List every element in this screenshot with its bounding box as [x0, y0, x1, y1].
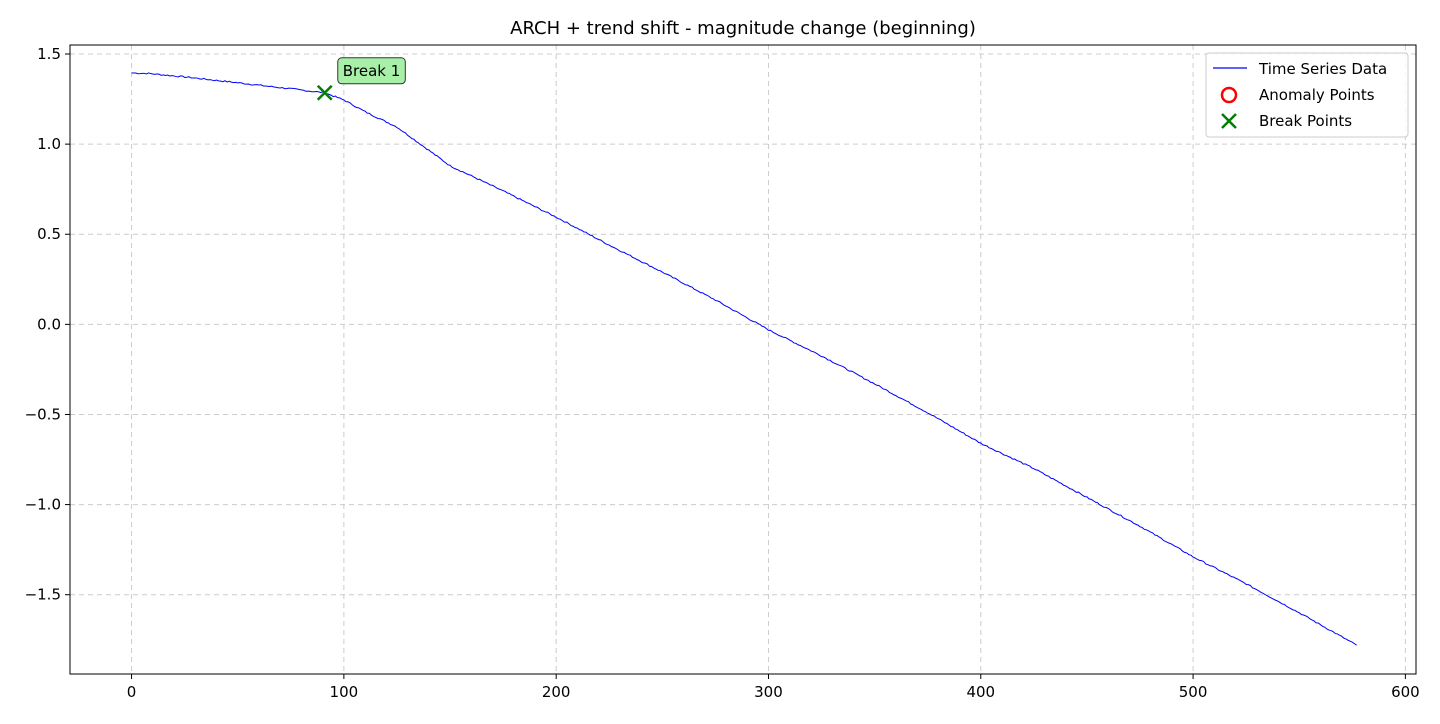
x-tick-label: 200 — [542, 683, 571, 701]
x-tick-label: 0 — [127, 683, 137, 701]
break-annotation-label: Break 1 — [343, 62, 401, 80]
chart-title: ARCH + trend shift - magnitude change (b… — [510, 18, 976, 39]
legend-swatch-anomaly — [1220, 86, 1238, 104]
x-tick-label: 500 — [1179, 683, 1208, 701]
y-tick-label: 0.0 — [37, 315, 61, 333]
annotation-layer: Break 1 — [337, 57, 406, 85]
legend-box — [1205, 52, 1409, 138]
grid-lines — [70, 45, 1416, 674]
y-tick-label: −0.5 — [25, 405, 61, 423]
legend: Time Series Data Anomaly Points Break Po… — [1205, 52, 1409, 138]
x-tick-label: 100 — [330, 683, 359, 701]
y-tick-label: −1.5 — [25, 586, 61, 604]
y-tick-label: 1.0 — [37, 135, 61, 153]
series-line-time-series — [131, 72, 1357, 646]
plot-frame — [69, 44, 1417, 675]
y-tick-label: 1.5 — [37, 45, 61, 63]
y-tick-label: 0.5 — [37, 225, 61, 243]
break-point-marker — [316, 84, 333, 101]
legend-label-time-series: Time Series Data — [1258, 60, 1387, 78]
axis-ticks: 0 100 200 300 400 500 600 1.5 1.0 0.5 0.0 −0.5 −1.0 −… — [25, 45, 1420, 701]
x-tick-label: 400 — [966, 683, 995, 701]
break-annotation-box — [337, 57, 406, 85]
series-layer — [131, 72, 1357, 646]
marker-layer — [316, 84, 333, 101]
x-tick-label: 600 — [1391, 683, 1420, 701]
legend-label-anomaly: Anomaly Points — [1259, 86, 1375, 104]
legend-label-break: Break Points — [1259, 112, 1352, 130]
legend-swatch-break — [1221, 113, 1237, 129]
y-tick-label: −1.0 — [25, 496, 61, 514]
x-tick-label: 300 — [754, 683, 783, 701]
break-annotation: Break 1 — [337, 57, 406, 85]
